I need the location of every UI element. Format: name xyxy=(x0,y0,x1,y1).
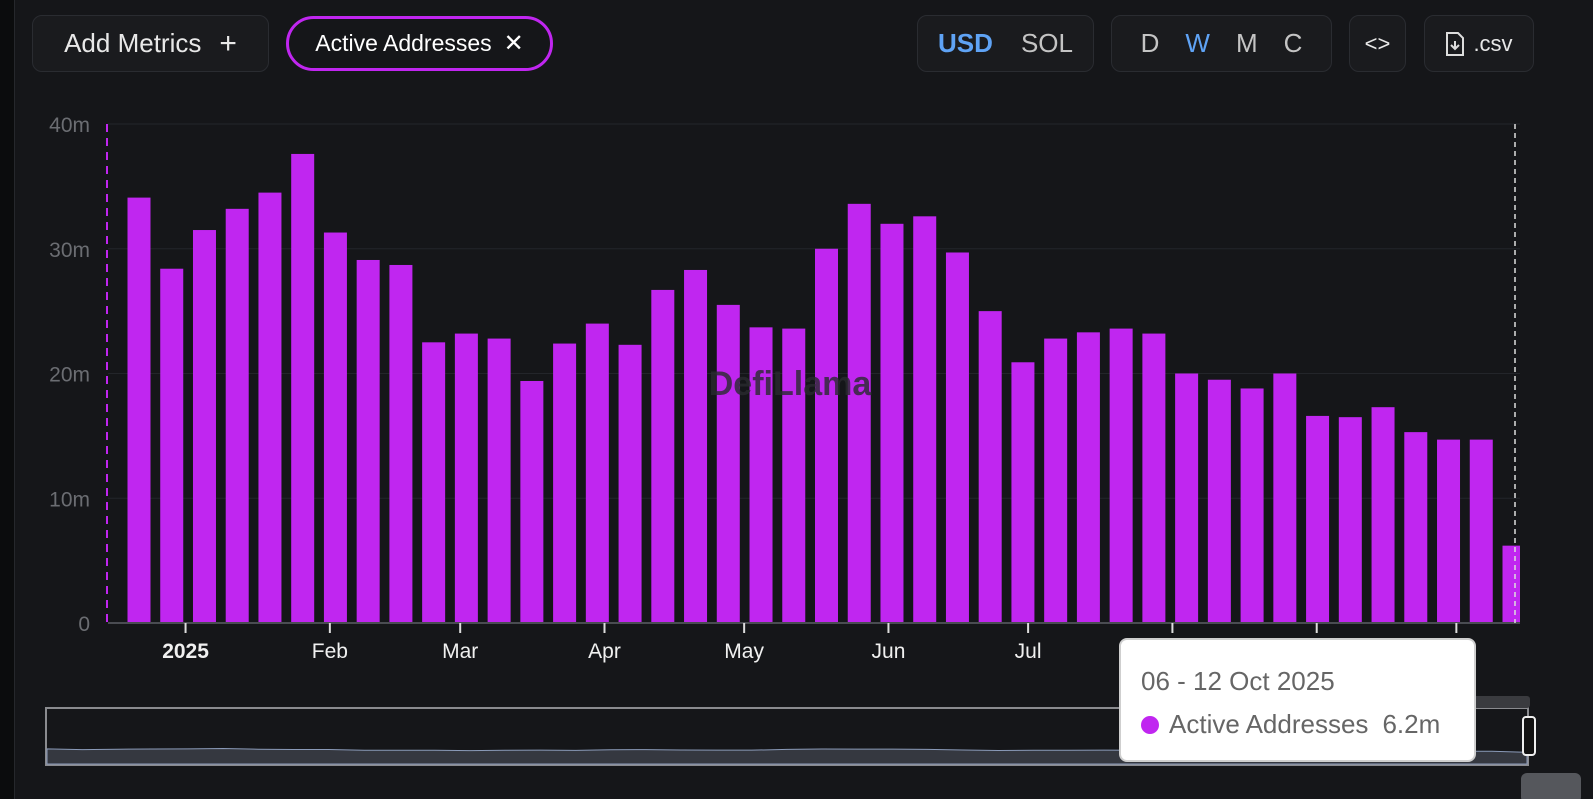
close-icon[interactable]: ✕ xyxy=(503,30,524,57)
scrollbar-thumb[interactable] xyxy=(1521,773,1581,799)
bar xyxy=(1338,417,1362,623)
y-tick-label: 30m xyxy=(49,239,90,262)
bar xyxy=(618,344,642,623)
interval-m[interactable]: M xyxy=(1235,28,1258,58)
embed-button[interactable]: <> xyxy=(1349,15,1406,72)
currency-toggle: USD SOL xyxy=(917,15,1094,72)
bar xyxy=(1076,332,1100,623)
bar xyxy=(1142,333,1166,623)
csv-download-button[interactable]: .csv xyxy=(1424,15,1534,72)
bar xyxy=(1371,407,1395,623)
bar xyxy=(1469,439,1493,623)
bar xyxy=(454,333,478,623)
y-tick-label: 40m xyxy=(49,114,90,137)
bar xyxy=(684,269,708,623)
bar xyxy=(1306,415,1330,623)
bar xyxy=(1207,379,1231,623)
tooltip-date: 06 - 12 Oct 2025 xyxy=(1141,666,1335,696)
y-tick-label: 20m xyxy=(49,364,90,387)
bar xyxy=(815,248,838,623)
interval-w[interactable]: W xyxy=(1185,28,1210,58)
bar xyxy=(1240,388,1264,623)
plus-icon: + xyxy=(219,26,237,60)
csv-label: .csv xyxy=(1473,30,1513,56)
bar xyxy=(585,323,609,623)
bar xyxy=(1175,373,1199,623)
bar xyxy=(782,328,806,623)
y-tick-label: 10m xyxy=(49,488,90,511)
series-color-dot xyxy=(1141,715,1159,734)
x-tick-label: Feb xyxy=(312,640,348,663)
bar xyxy=(389,264,413,623)
bar xyxy=(258,192,282,624)
file-download-icon xyxy=(1446,31,1465,56)
bar xyxy=(553,343,577,623)
bar xyxy=(192,230,216,623)
code-icon: <> xyxy=(1364,30,1391,56)
bar xyxy=(847,203,871,623)
bar xyxy=(323,232,347,623)
x-tick-label: Mar xyxy=(442,640,478,663)
bar xyxy=(356,259,380,623)
bar xyxy=(749,327,773,623)
y-tick-label: 0 xyxy=(78,613,90,636)
bar xyxy=(291,153,315,623)
bar xyxy=(1044,338,1068,623)
interval-toggle: D W M C xyxy=(1111,15,1332,72)
tooltip-value: 6.2m xyxy=(1382,709,1441,739)
tooltip: 06 - 12 Oct 2025 Active Addresses 6.2m xyxy=(1119,638,1476,762)
interval-d[interactable]: D xyxy=(1140,28,1160,58)
bar xyxy=(978,311,1002,623)
currency-usd[interactable]: USD xyxy=(938,28,993,58)
add-metrics-button[interactable]: Add Metrics + xyxy=(32,15,269,72)
bar xyxy=(945,252,969,623)
bar xyxy=(160,268,184,623)
bar xyxy=(127,197,151,624)
bar xyxy=(225,208,249,623)
x-tick-label: May xyxy=(724,640,764,663)
metric-pill-label: Active Addresses xyxy=(315,30,492,56)
tooltip-series: Active Addresses xyxy=(1169,709,1369,739)
bar xyxy=(1109,328,1133,623)
bar xyxy=(487,338,511,623)
bar xyxy=(520,380,544,623)
x-tick-label: 2025 xyxy=(162,640,209,663)
bar xyxy=(1502,545,1520,623)
bar xyxy=(1273,373,1297,623)
bar xyxy=(1404,432,1428,623)
add-metrics-label: Add Metrics xyxy=(64,28,202,58)
bar xyxy=(1437,439,1461,623)
bar xyxy=(651,289,675,623)
bar xyxy=(913,216,937,623)
metric-pill-active-addresses[interactable]: Active Addresses ✕ xyxy=(286,16,553,71)
watermark: DefiLlama xyxy=(709,365,873,403)
bar xyxy=(422,342,446,623)
bar xyxy=(1011,362,1035,623)
x-tick-label: Jul xyxy=(1015,640,1042,663)
x-tick-label: Apr xyxy=(588,640,621,663)
currency-sol[interactable]: SOL xyxy=(1020,28,1073,58)
bar xyxy=(880,223,904,624)
x-tick-label: Jun xyxy=(872,640,906,663)
bar xyxy=(716,304,740,623)
interval-c[interactable]: C xyxy=(1283,28,1303,58)
navigator-handle[interactable] xyxy=(1522,716,1536,756)
